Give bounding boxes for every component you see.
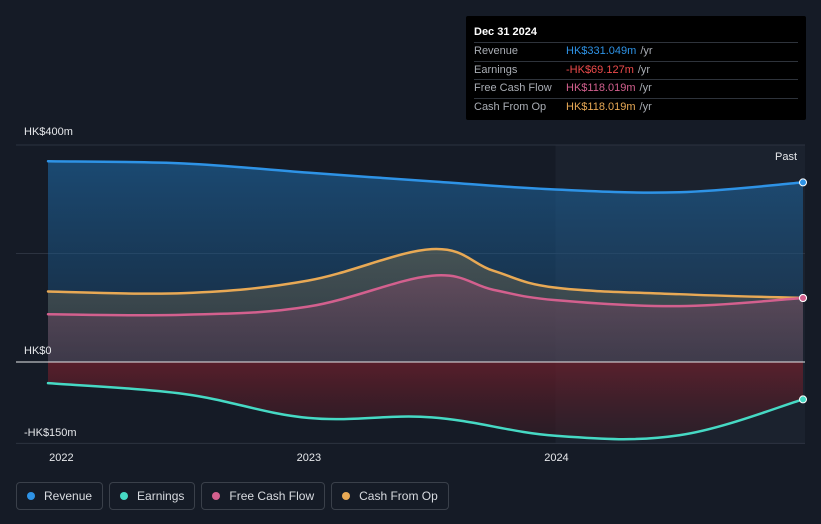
legend-label: Free Cash Flow bbox=[229, 489, 315, 503]
x-tick-label: 2022 bbox=[49, 452, 73, 464]
revenue-end-point bbox=[799, 178, 807, 187]
tooltip-row-revenue: Revenue HK$331.049m /yr bbox=[474, 42, 798, 61]
legend-label: Revenue bbox=[44, 489, 93, 503]
y-tick-label: HK$400m bbox=[24, 126, 73, 138]
tooltip-unit: /yr bbox=[639, 82, 652, 94]
tooltip-row-earnings: Earnings -HK$69.127m /yr bbox=[474, 60, 798, 80]
tooltip-row-cash-from-op: Cash From Op HK$118.019m /yr bbox=[474, 97, 798, 117]
tooltip-label: Earnings bbox=[474, 63, 518, 76]
legend-item-earnings[interactable]: Earnings bbox=[109, 482, 196, 510]
legend-item-cash-from-op[interactable]: Cash From Op bbox=[331, 482, 449, 510]
tooltip-value: HK$118.019m bbox=[566, 82, 636, 94]
tooltip-value: -HK$69.127m bbox=[566, 63, 634, 76]
x-tick-label: 2023 bbox=[297, 452, 321, 464]
tooltip-value: HK$331.049m bbox=[566, 45, 637, 57]
earnings-area bbox=[48, 362, 803, 440]
tooltip-value: HK$118.019m bbox=[566, 100, 636, 113]
tooltip-label: Cash From Op bbox=[474, 100, 547, 113]
past-label: Past bbox=[775, 151, 797, 163]
tooltip-label: Free Cash Flow bbox=[474, 82, 552, 94]
tooltip-unit: /yr bbox=[639, 100, 652, 113]
free-cash-flow-end-point bbox=[799, 293, 807, 302]
free-cash-flow-line bbox=[46, 274, 805, 317]
earnings-line bbox=[46, 381, 805, 441]
y-tick-label: -HK$150m bbox=[24, 427, 77, 439]
legend-item-revenue[interactable]: Revenue bbox=[16, 482, 104, 510]
cash-from-op-dot-icon bbox=[342, 492, 351, 500]
tooltip-label: Revenue bbox=[474, 45, 519, 57]
legend-item-free-cash-flow[interactable]: Free Cash Flow bbox=[201, 482, 326, 510]
earnings-dot-icon bbox=[120, 492, 129, 500]
y-tick-label: HK$0 bbox=[24, 345, 52, 357]
tooltip-unit: /yr bbox=[637, 63, 651, 76]
free-cash-flow-dot-icon bbox=[212, 492, 221, 500]
revenue-dot-icon bbox=[27, 492, 35, 500]
earnings-end-point bbox=[799, 395, 807, 404]
tooltip-unit: /yr bbox=[640, 45, 653, 57]
x-tick-label: 2024 bbox=[544, 452, 568, 464]
free-cash-flow-area bbox=[48, 275, 803, 362]
legend-label: Cash From Op bbox=[359, 489, 438, 503]
legend: Revenue Earnings Free Cash Flow Cash Fro… bbox=[16, 482, 449, 510]
tooltip-row-free-cash-flow: Free Cash Flow HK$118.019m /yr bbox=[474, 79, 798, 98]
revenue-line bbox=[46, 160, 805, 194]
legend-label: Earnings bbox=[137, 489, 185, 503]
tooltip: Dec 31 2024 Revenue HK$331.049m /yr Earn… bbox=[466, 16, 806, 120]
tooltip-date: Dec 31 2024 bbox=[474, 26, 537, 38]
cash-from-op-line bbox=[46, 247, 805, 300]
